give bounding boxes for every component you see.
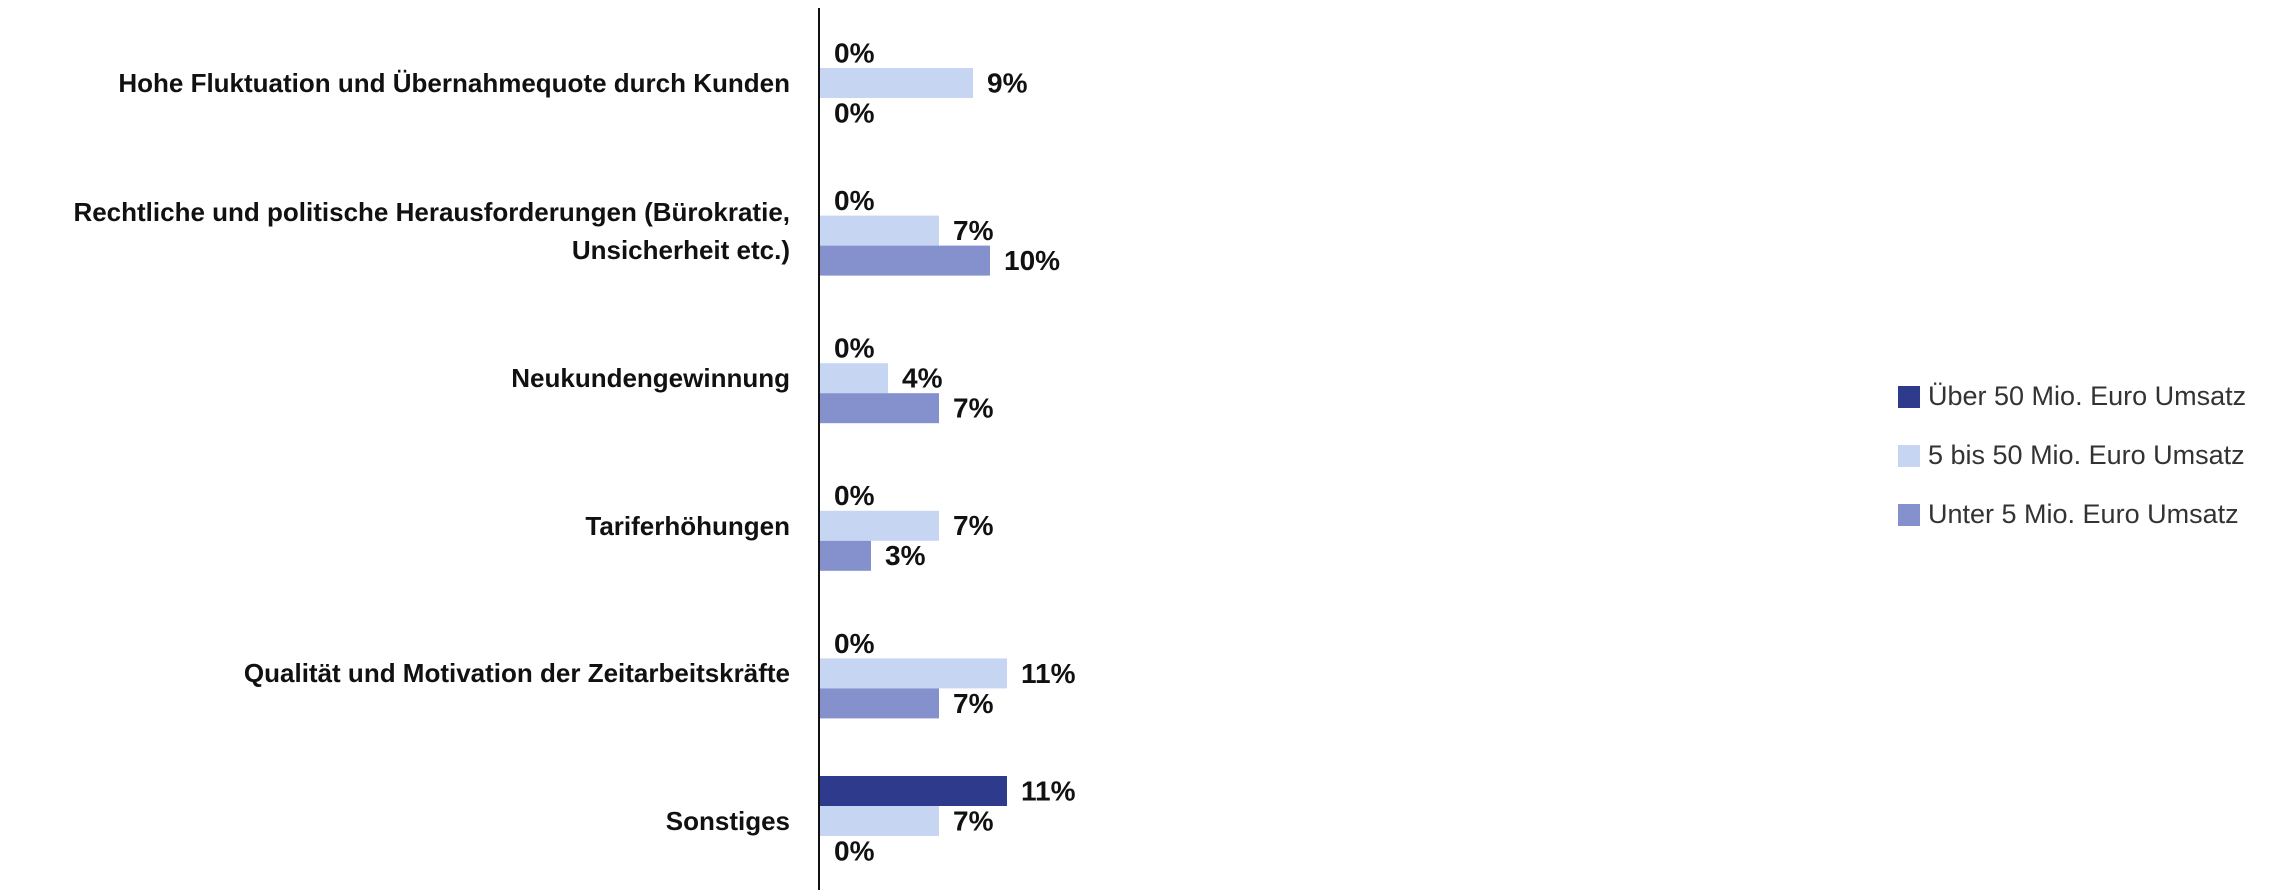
data-label: 9%: [987, 67, 1028, 98]
category-label: Hohe Fluktuation und Übernahmequote durc…: [118, 68, 790, 98]
bar: [820, 245, 990, 276]
data-label: 0%: [834, 37, 875, 68]
data-label: 0%: [834, 628, 875, 659]
bar: [820, 776, 1007, 806]
bar: [820, 806, 939, 836]
data-label: 7%: [953, 215, 994, 246]
bar: [820, 510, 939, 541]
data-label: 11%: [1021, 775, 1076, 806]
bar: [820, 540, 871, 571]
bar: [820, 688, 939, 719]
bar: [820, 215, 939, 246]
bar: [820, 363, 888, 394]
data-label: 10%: [1004, 245, 1060, 276]
data-label: 7%: [953, 393, 994, 424]
bar: [820, 658, 1007, 689]
data-label: 0%: [834, 480, 875, 511]
data-label: 0%: [834, 835, 875, 866]
data-label: 4%: [902, 363, 943, 394]
legend-swatch: [1898, 445, 1920, 467]
category-label: Neukundengewinnung: [511, 363, 790, 394]
data-label: 7%: [953, 510, 994, 541]
category-label: Tariferhöhungen: [585, 510, 790, 541]
data-label: 0%: [834, 185, 875, 216]
legend-label: Über 50 Mio. Euro Umsatz: [1928, 381, 2246, 411]
bar: [820, 393, 939, 424]
legend-label: 5 bis 50 Mio. Euro Umsatz: [1928, 440, 2245, 470]
data-label: 11%: [1021, 658, 1076, 689]
bar: [820, 68, 973, 98]
data-label: 3%: [885, 540, 926, 571]
category-label: Sonstiges: [665, 806, 790, 836]
data-label: 0%: [834, 97, 875, 128]
legend-label: Unter 5 Mio. Euro Umsatz: [1928, 499, 2239, 529]
category-label: Qualität und Motivation der Zeitarbeitsk…: [243, 658, 790, 689]
data-label: 7%: [953, 688, 994, 719]
legend-swatch: [1898, 386, 1920, 408]
data-label: 0%: [834, 333, 875, 364]
category-label: Rechtliche und politische Herausforderun…: [73, 196, 790, 265]
legend-swatch: [1898, 504, 1920, 526]
data-label: 7%: [953, 805, 994, 836]
